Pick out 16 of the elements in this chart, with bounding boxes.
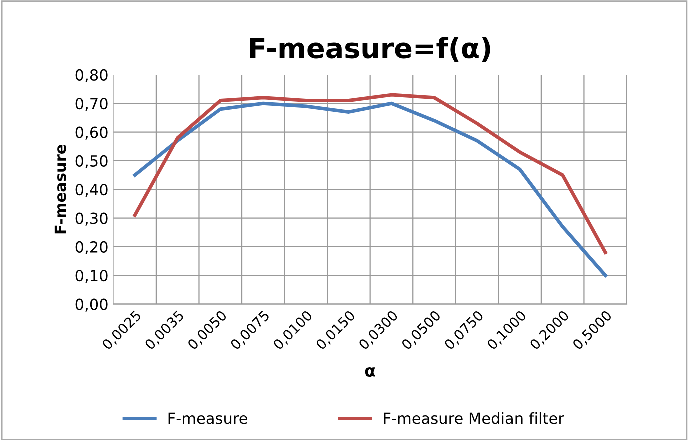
legend-label: F-measure Median filter	[384, 412, 564, 424]
chart-title: F-measure=f(α)	[250, 37, 490, 62]
x-axis-title: α	[365, 367, 376, 377]
legend-label: F-measure	[168, 412, 248, 424]
y-axis-title: F-measure	[54, 144, 66, 234]
y-tick-label: 0,30	[76, 212, 108, 226]
line-series	[133, 93, 608, 254]
y-tick-label: 0,00	[76, 298, 108, 312]
y-tick-label: 0,20	[76, 241, 108, 255]
y-tick-label: 0,40	[76, 184, 108, 198]
line-series	[133, 102, 608, 278]
y-tick-label: 0,80	[76, 69, 108, 83]
y-tick-label: 0,50	[76, 155, 108, 169]
y-tick-label: 0,60	[76, 126, 108, 140]
y-tick-label: 0,10	[76, 270, 108, 284]
y-tick-label: 0,70	[76, 98, 108, 112]
